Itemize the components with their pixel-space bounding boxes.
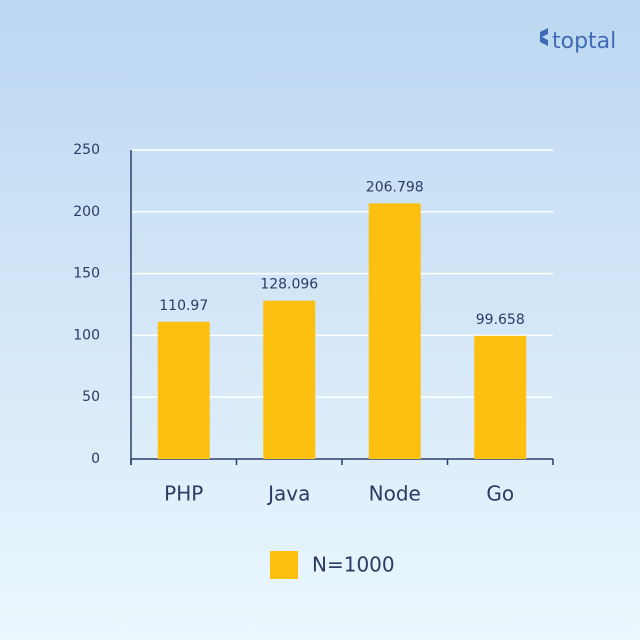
legend-label: N=1000: [312, 553, 395, 577]
y-tick-label: 200: [73, 204, 100, 220]
y-tick-label: 150: [73, 266, 100, 282]
x-tick-label: Java: [266, 482, 310, 506]
y-tick-label: 0: [91, 451, 100, 467]
value-label: 99.658: [476, 312, 525, 328]
value-label: 206.798: [366, 179, 424, 195]
x-tick-label: PHP: [164, 482, 203, 506]
y-tick-label: 50: [82, 389, 100, 405]
bar: [263, 300, 316, 459]
y-tick-label: 100: [73, 327, 100, 343]
x-tick-label: Go: [486, 482, 514, 506]
x-tick-label: Node: [369, 482, 421, 506]
logo-icon: [540, 28, 548, 46]
logo-text: toptal: [552, 29, 616, 54]
bar: [368, 203, 421, 459]
bar: [474, 335, 527, 459]
y-tick-label: 250: [73, 142, 100, 158]
value-label: 128.096: [260, 277, 318, 293]
bar: [157, 321, 210, 459]
legend-swatch: [270, 551, 298, 579]
value-label: 110.97: [159, 298, 208, 314]
